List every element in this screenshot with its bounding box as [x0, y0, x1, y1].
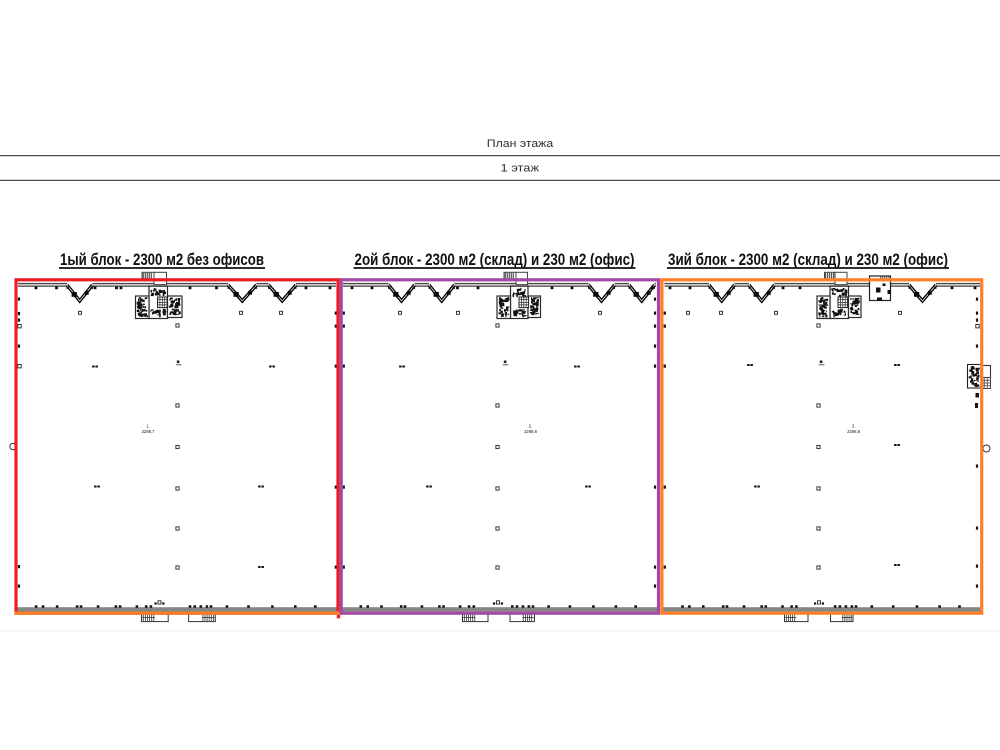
svg-text:2ой блок - 2300 м2 (склад) и 2: 2ой блок - 2300 м2 (склад) и 230 м2 (офи…	[355, 250, 635, 269]
svg-text:1.: 1.	[146, 424, 150, 429]
svg-text:2298,8: 2298,8	[847, 429, 860, 434]
svg-text:2.: 2.	[529, 424, 533, 429]
svg-text:1ый блок - 2300 м2 без офисов: 1ый блок - 2300 м2 без офисов	[60, 250, 264, 269]
svg-text:3ий блок - 2300 м2 (склад) и 2: 3ий блок - 2300 м2 (склад) и 230 м2 (офи…	[668, 250, 948, 269]
svg-text:3.: 3.	[852, 424, 856, 429]
svg-text:1 этаж: 1 этаж	[501, 163, 540, 175]
svg-text:2298,8: 2298,8	[524, 429, 537, 434]
svg-text:2298,7: 2298,7	[142, 429, 155, 434]
svg-text:План этажа: План этажа	[487, 138, 554, 150]
